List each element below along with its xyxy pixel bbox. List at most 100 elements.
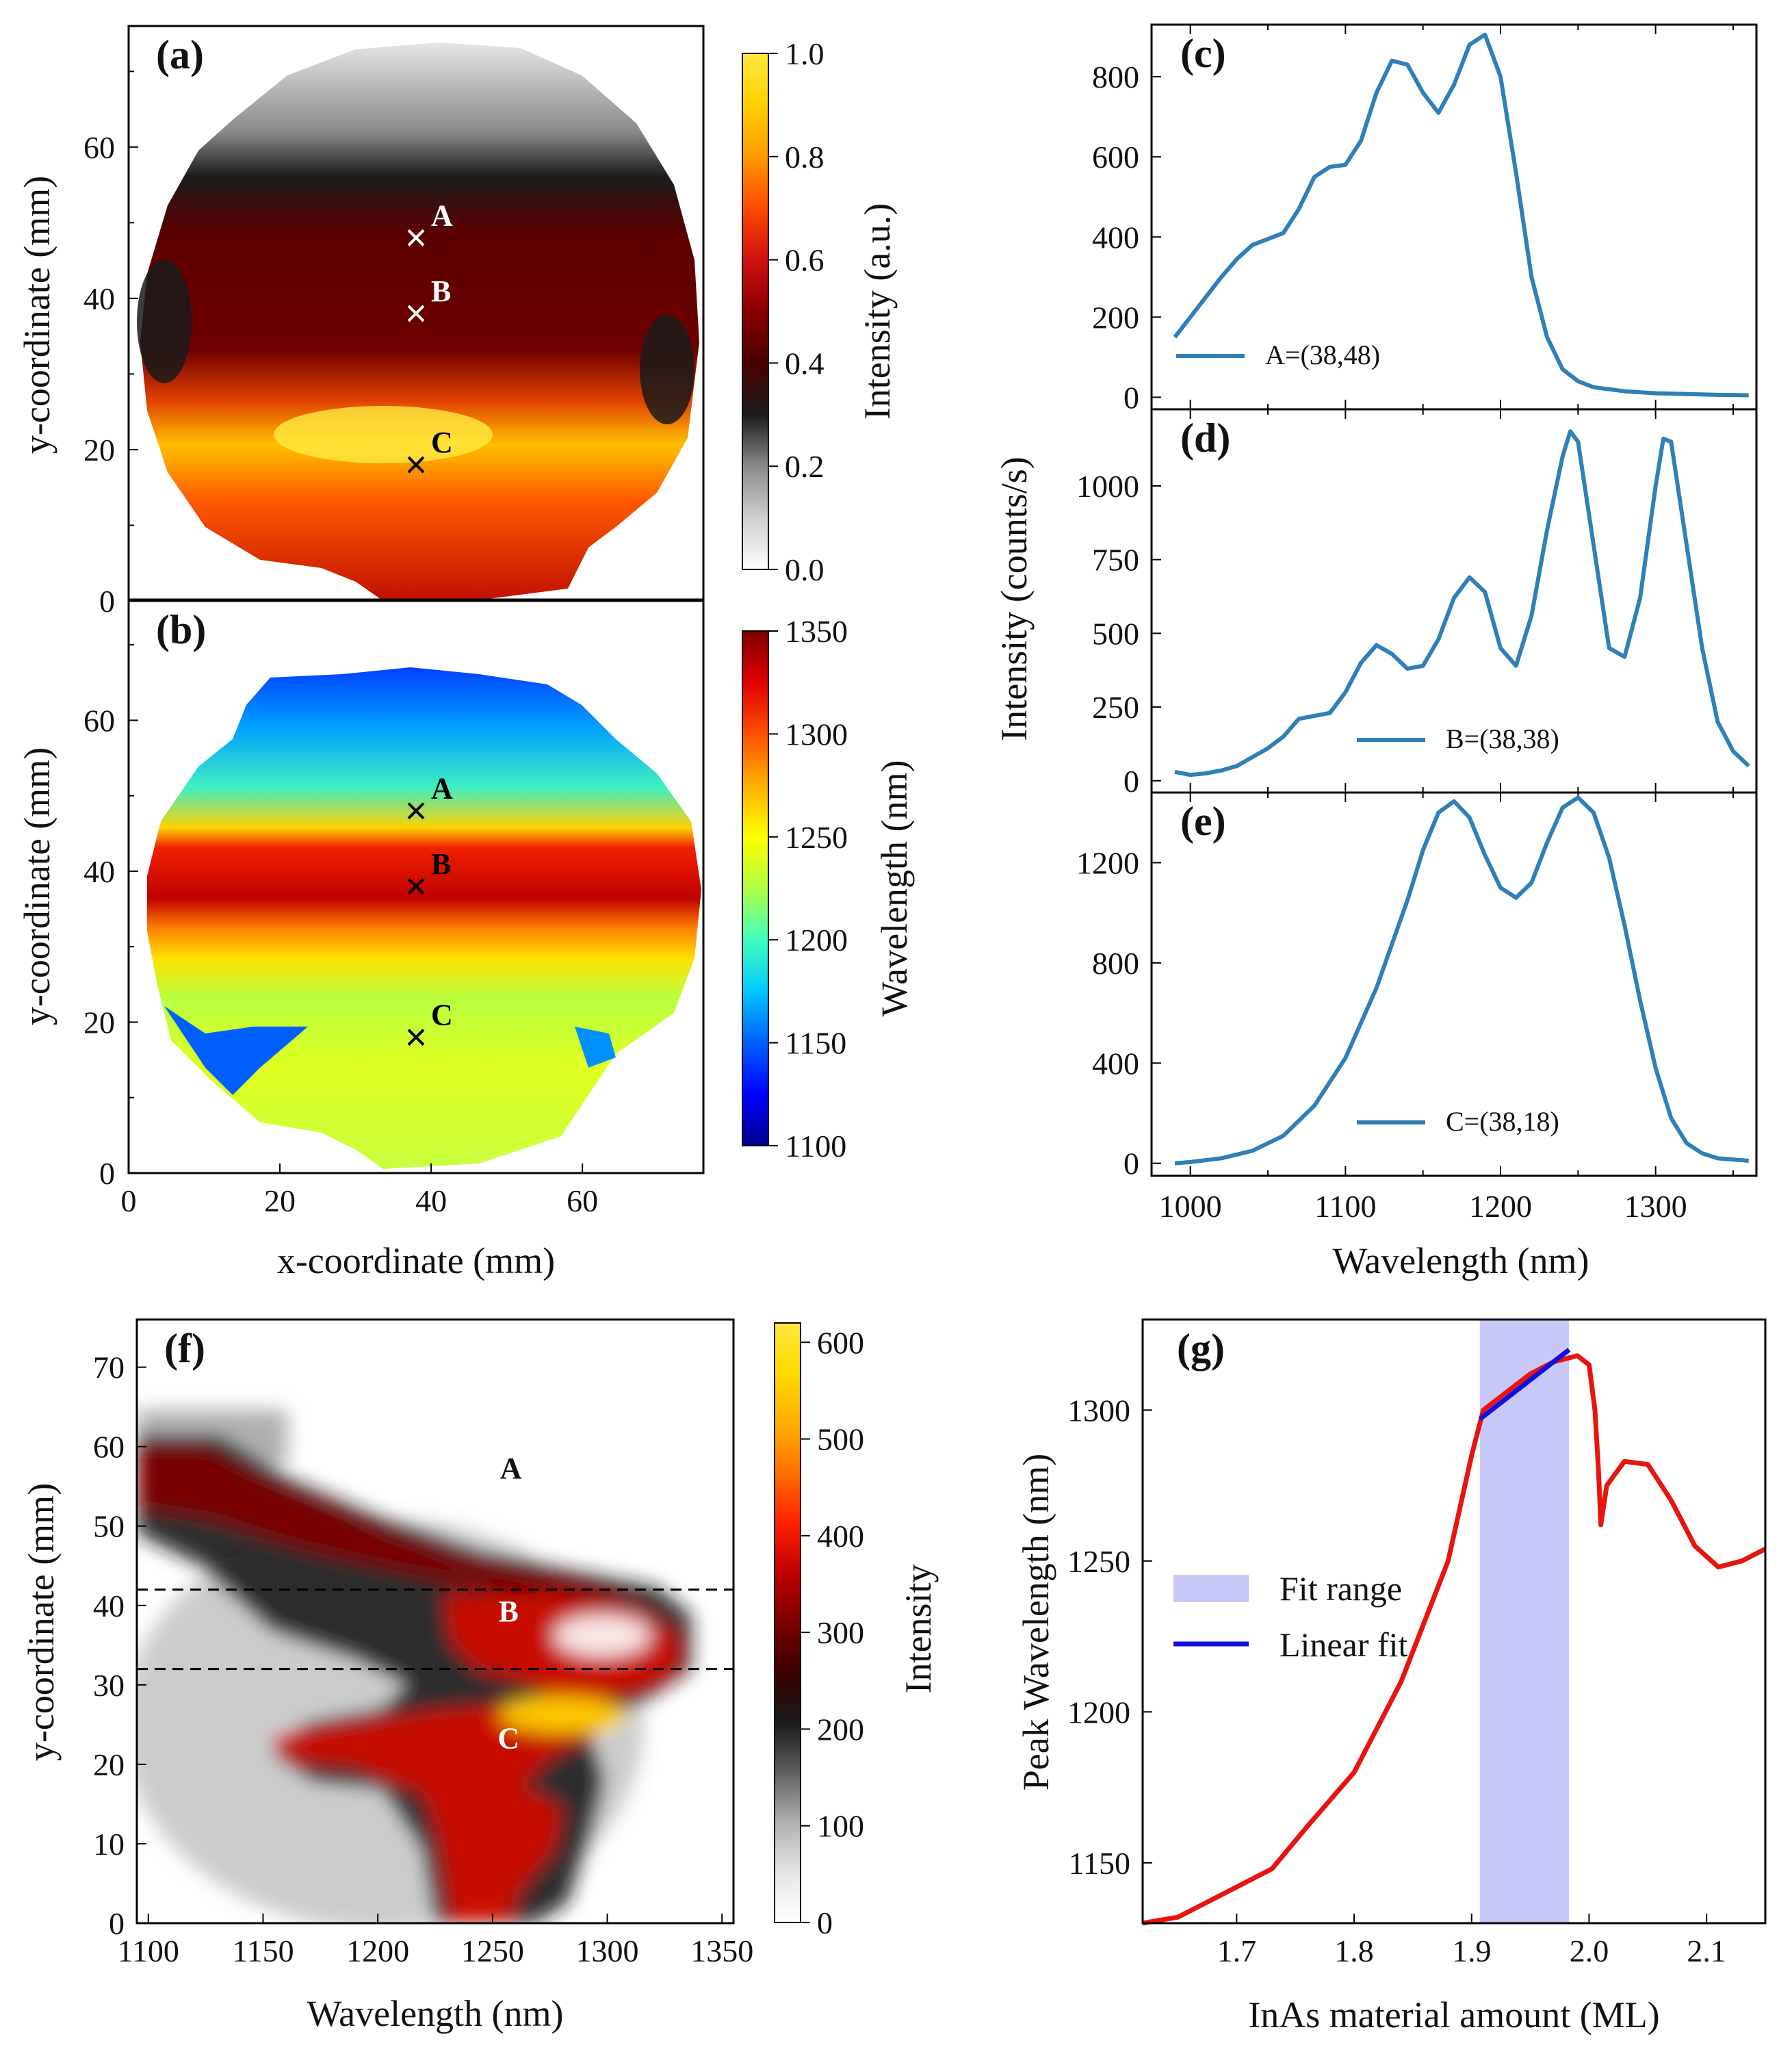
colorbar-tick-label: 0.2 bbox=[785, 449, 824, 484]
y-tick-label: 400 bbox=[1092, 220, 1139, 255]
fit-range-band bbox=[1479, 1320, 1570, 1923]
y-tick-label: 1300 bbox=[1067, 1393, 1130, 1428]
y-tick-label: 200 bbox=[1092, 300, 1139, 335]
colorbar-tick-label: 1100 bbox=[785, 1129, 846, 1163]
f-band-a bbox=[137, 1448, 629, 1615]
colorbar-a-ticks: 0.0 0.2 0.4 0.6 0.8 1.0 bbox=[768, 36, 824, 587]
point-marker bbox=[407, 877, 425, 895]
x-tick-label: 2.0 bbox=[1570, 1933, 1609, 1968]
panel-f-axes: 0 10 20 30 40 50 60 70 1100 1150 1200 1250 1300 1350 A… bbox=[93, 1350, 753, 1968]
panel-b-ylabel: y-coordinate (mm) bbox=[16, 747, 57, 1025]
y-tick-label: 1000 bbox=[1076, 469, 1139, 504]
y-tick-label: 600 bbox=[1092, 140, 1139, 175]
wafer-wavelength-map bbox=[147, 667, 701, 1169]
y-tick-label: 400 bbox=[1092, 1046, 1139, 1081]
y-tick-label: 60 bbox=[83, 130, 115, 165]
spectrum-line bbox=[1174, 795, 1749, 1166]
y-tick-label: 1250 bbox=[1067, 1544, 1130, 1579]
wafer-dark-edge-left bbox=[137, 260, 192, 383]
point-label: B bbox=[431, 274, 451, 308]
legend-label: A=(38,48) bbox=[1265, 339, 1380, 370]
panel-e-xlabel: Wavelength (nm) bbox=[1332, 1240, 1589, 1281]
y-tick-label: 30 bbox=[93, 1668, 125, 1703]
colorbar-tick-label: 0.8 bbox=[785, 140, 824, 175]
colorbar-tick-label: 0 bbox=[817, 1905, 833, 1940]
colorbar-tick-label: 1150 bbox=[785, 1026, 846, 1061]
point-marker bbox=[407, 802, 425, 820]
panel-b: 0 20 40 60 0 20 40 60 A B C (b) y-coordinate (mm… bbox=[16, 598, 915, 1281]
panel-label-f: (f) bbox=[164, 1326, 205, 1371]
x-tick-label: 1.7 bbox=[1217, 1933, 1257, 1968]
colorbar-a bbox=[742, 53, 769, 570]
y-tick-label: 1150 bbox=[1069, 1846, 1130, 1881]
y-tick-label: 20 bbox=[93, 1747, 125, 1782]
x-tick-label: 1300 bbox=[1624, 1189, 1687, 1224]
x-tick-label: 40 bbox=[415, 1183, 447, 1218]
colorbar-b bbox=[742, 630, 769, 1146]
legend-label: Linear fit bbox=[1280, 1625, 1408, 1664]
panel-e: (e) 0 400 800 1200 C=(38,18) 1000 1100 1200 1300 bbox=[1076, 791, 1758, 1224]
point-label: B bbox=[431, 847, 451, 881]
legend-label: B=(38,38) bbox=[1446, 723, 1559, 754]
panel-b-points: A B C bbox=[407, 772, 453, 1046]
colorbar-tick-label: 1250 bbox=[785, 820, 848, 855]
panel-a-frame bbox=[127, 25, 705, 602]
x-tick-label: 1200 bbox=[346, 1933, 409, 1968]
x-tick-label: 60 bbox=[567, 1183, 598, 1218]
x-tick-label: 1100 bbox=[118, 1933, 179, 1968]
colorbar-tick-label: 0.4 bbox=[785, 346, 824, 381]
panel-label-a: (a) bbox=[156, 32, 204, 77]
x-tick-label: 1.9 bbox=[1452, 1933, 1492, 1968]
y-tick-label: 1200 bbox=[1067, 1695, 1130, 1729]
x-tick-label: 1100 bbox=[1314, 1189, 1376, 1224]
f-halo-band-a bbox=[137, 1437, 691, 1923]
y-tick-label: 40 bbox=[83, 854, 115, 889]
y-tick-label: 40 bbox=[93, 1588, 125, 1623]
point-label: C bbox=[431, 426, 453, 459]
region-label: B bbox=[499, 1595, 519, 1628]
y-tick-label: 70 bbox=[93, 1350, 125, 1385]
panel-g-xlabel: InAs material amount (ML) bbox=[1248, 1994, 1659, 2035]
panel-f-ylabel: y-coordinate (mm) bbox=[21, 1483, 62, 1761]
colorbar-tick-label: 1350 bbox=[785, 614, 848, 649]
panel-label: (e) bbox=[1180, 799, 1226, 844]
colorbar-tick-label: 200 bbox=[817, 1712, 864, 1747]
panel-g-ylabel: Peak Wavelength (nm) bbox=[1015, 1454, 1056, 1791]
point-label: C bbox=[431, 999, 453, 1032]
panel-frame bbox=[1141, 1318, 1767, 1925]
panel-a-yticks: 0 20 40 60 bbox=[83, 70, 138, 619]
point-marker bbox=[407, 456, 425, 474]
panel-b-map bbox=[147, 667, 701, 1169]
colorbar-b-label: Wavelength (nm) bbox=[874, 760, 915, 1016]
point-marker bbox=[407, 229, 425, 246]
y-tick-label: 0 bbox=[1124, 1146, 1139, 1181]
wafer-blue-patch-left bbox=[164, 1006, 308, 1095]
panel-b-yticks: 0 20 40 60 bbox=[83, 644, 138, 1191]
x-tick-label: 2.1 bbox=[1687, 1933, 1726, 1968]
colorbar-tick-label: 500 bbox=[817, 1422, 864, 1457]
y-tick-label: 800 bbox=[1092, 60, 1139, 94]
panel-label: (c) bbox=[1180, 31, 1226, 76]
x-tick-label: 1200 bbox=[1469, 1189, 1532, 1224]
legend-swatch-fit-range bbox=[1173, 1575, 1249, 1602]
y-tick-label: 40 bbox=[83, 281, 115, 316]
colorbar-tick-label: 1.0 bbox=[785, 36, 824, 71]
colorbar-tick-label: 400 bbox=[817, 1519, 864, 1554]
panel-a: 0 20 40 60 A B C (a) y-coordinate (mm) 0.0 0.2… bbox=[16, 25, 898, 619]
y-tick-label: 750 bbox=[1092, 543, 1139, 578]
x-tick-label: 20 bbox=[264, 1183, 296, 1218]
region-label: C bbox=[497, 1722, 519, 1755]
wafer-intensity-map bbox=[140, 42, 699, 601]
f-gap-b bbox=[554, 1615, 650, 1656]
x-tick-label: 1.8 bbox=[1334, 1933, 1374, 1968]
x-tick-label: 1250 bbox=[461, 1933, 524, 1968]
f-hotspot bbox=[499, 1697, 623, 1732]
panel-label: (d) bbox=[1180, 415, 1230, 461]
wafer-dark-edge-right bbox=[640, 315, 694, 424]
y-tick-label: 800 bbox=[1092, 946, 1139, 981]
x-tick-label: 1150 bbox=[232, 1933, 294, 1968]
colorbar-f-label: Intensity bbox=[898, 1565, 939, 1694]
y-tick-label: 50 bbox=[93, 1509, 125, 1544]
x-tick-label: 1350 bbox=[690, 1933, 753, 1968]
